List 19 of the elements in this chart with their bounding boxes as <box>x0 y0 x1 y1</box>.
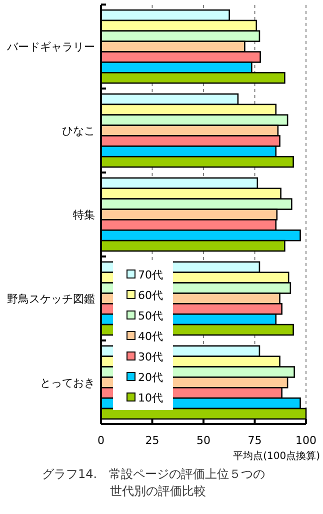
x-tick-label: 0 <box>98 434 104 447</box>
x-tick-label: 25 <box>145 434 160 447</box>
legend-label: 40代 <box>138 330 163 343</box>
y-tick-label: 野鳥スケッチ図鑑 <box>7 292 95 306</box>
x-tick-label: 50 <box>196 434 210 447</box>
legend-label: 50代 <box>138 310 163 322</box>
x-tick-label: 75 <box>248 434 262 447</box>
y-tick-label: ひなこ <box>62 124 95 138</box>
legend-label: 10代 <box>138 392 163 404</box>
x-tick-label: 100 <box>296 434 316 447</box>
legend-label: 70代 <box>138 268 163 282</box>
y-tick-label: とっておき <box>40 376 95 390</box>
y-tick-label: 特集 <box>73 208 95 222</box>
y-tick-label: バードギャラリー <box>6 40 95 54</box>
x-axis-title: 平均点(100点換算) <box>233 450 320 462</box>
legend-label: 30代 <box>138 350 163 364</box>
legend-label: 20代 <box>138 371 163 384</box>
text: グラフ14. 常設ページの評価上位５つの世代別の評価比較 <box>42 467 266 498</box>
legend-label: 60代 <box>138 289 163 302</box>
